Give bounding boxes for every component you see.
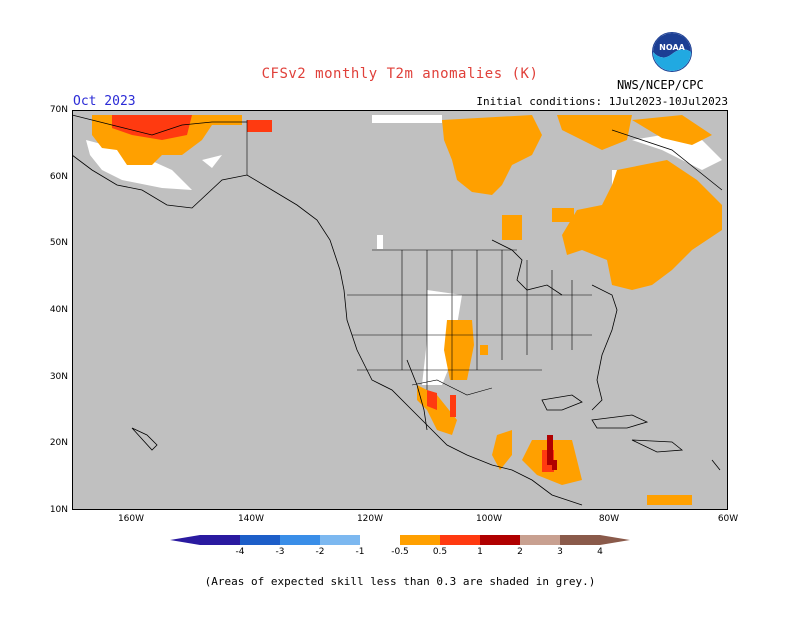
lat-label-50n: 50N [49,238,68,248]
colorbar-tick-label: 1 [477,547,483,557]
colorbar-tick-label: 2 [517,547,523,557]
colorbar-cell [440,535,480,545]
lat-label-70n: 70N [49,105,68,115]
colorbar-tick-label: 3 [557,547,563,557]
colorbar-cell [480,535,520,545]
lat-label-10n: 10N [49,505,68,515]
logo-text: NOAA [659,43,685,52]
colorbar-tick-label: -1 [355,547,365,557]
forecast-period: Oct 2023 [73,94,136,109]
colorbar-cell [520,535,560,545]
colorbar-tick-label: -0.5 [391,547,409,557]
noaa-logo: NOAA [652,32,692,72]
colorbar-cell [320,535,360,545]
colorbar-tick-label: -3 [275,547,285,557]
colorbar-left-arrow [170,535,200,545]
lon-label-160w: 160W [117,514,145,524]
coastlines [72,114,723,506]
colorbar-cell [200,535,240,545]
lon-label-140w: 140W [237,514,265,524]
dark-red-anomaly-regions [547,435,557,470]
agency-label: NWS/NCEP/CPC [617,78,704,92]
skill-footnote: (Areas of expected skill less than 0.3 a… [204,575,596,588]
colorbar-tick-label: 4 [597,547,603,557]
lat-label-30n: 30N [49,372,68,382]
colorbar [170,535,630,545]
initial-conditions: Initial conditions: 1Jul2023-10Jul2023 [476,95,728,108]
lon-label-80w: 80W [598,514,620,524]
anomaly-map [72,110,728,510]
map-frame [72,110,728,510]
colorbar-tick-label: -2 [315,547,325,557]
lon-label-100w: 100W [475,514,503,524]
lon-label-60w: 60W [717,514,739,524]
lat-label-20n: 20N [49,438,68,448]
colorbar-right-arrow [600,535,630,545]
colorbar-cell [400,535,440,545]
lon-label-120w: 120W [356,514,384,524]
lat-label-40n: 40N [49,305,68,315]
political-borders [246,120,592,396]
map-title: CFSv2 monthly T2m anomalies (K) [261,66,539,82]
colorbar-tick-label: -4 [235,547,245,557]
colorbar-cell [560,535,600,545]
colorbar-tick-label: 0.5 [432,547,448,557]
colorbar-cell [280,535,320,545]
colorbar-cell [360,535,400,545]
colorbar-cell [240,535,280,545]
lat-label-60n: 60N [49,172,68,182]
